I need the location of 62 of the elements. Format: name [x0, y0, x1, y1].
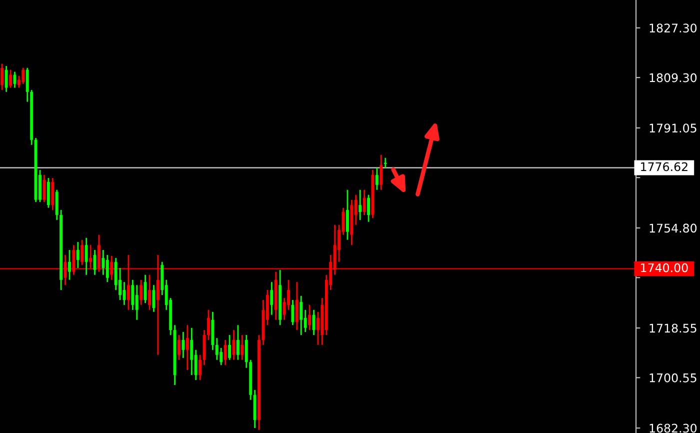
y-tick-label: 1754.80: [650, 224, 697, 233]
candlestick: [22, 67, 25, 85]
candlestick: [362, 189, 366, 216]
candlestick: [0, 63, 4, 91]
candlestick: [207, 309, 210, 341]
candlestick: [367, 194, 370, 223]
candlestick: [98, 234, 100, 273]
y-tick-label: 1718.55: [650, 324, 696, 333]
y-tick-label: 1700.55: [650, 373, 696, 382]
candlestick: [244, 334, 248, 369]
candlestick: [110, 255, 114, 281]
candlestick: [384, 157, 387, 168]
candlestick: [220, 347, 223, 366]
candlestick: [64, 254, 67, 286]
candlestick: [236, 324, 240, 361]
candlestick: [190, 327, 194, 376]
candlestick: [68, 249, 71, 281]
candlestick: [240, 334, 244, 361]
candlestick: [135, 284, 138, 321]
candlestick: [140, 279, 143, 306]
candlestick: [375, 167, 378, 191]
candlestick: [46, 177, 50, 208]
candlestick: [55, 189, 58, 221]
candlestick: [84, 237, 88, 276]
candlestick: [198, 354, 202, 381]
candlestick: [186, 324, 189, 371]
candlestick: [380, 154, 383, 191]
candlestick: [80, 239, 84, 266]
y-tick-label: 1827.30: [650, 24, 697, 33]
candlestick: [270, 281, 274, 316]
candlestick: [4, 65, 8, 93]
y-tick-label: 1682.30: [650, 424, 697, 433]
ref-line-label: 1740.00: [641, 263, 688, 272]
candlestick: [72, 244, 76, 276]
candlestick: [76, 241, 80, 269]
y-tick-label: 1791.05: [650, 124, 696, 133]
candlestick: [228, 334, 232, 361]
candlestick: [9, 69, 12, 88]
candlestick: [89, 244, 92, 269]
candlestick: [346, 189, 349, 241]
candlestick: [308, 304, 312, 331]
candlestick: [312, 309, 316, 336]
candlestick: [26, 67, 29, 103]
candlestick: [295, 281, 298, 331]
candlestick: [300, 295, 303, 336]
candlestick: [178, 334, 180, 361]
candlestick: [156, 254, 160, 356]
candlestick: [224, 339, 227, 366]
candlestick: [131, 279, 134, 311]
candlestick: [102, 249, 105, 276]
candlestick: [144, 274, 147, 304]
candlestick: [51, 177, 54, 211]
candlestick: [287, 279, 290, 311]
candlestick: [106, 254, 109, 283]
candlestick: [148, 274, 151, 311]
candlestick: [182, 331, 185, 359]
candlestick: [215, 337, 218, 361]
candlestick: [358, 189, 362, 221]
ref-line-label: 1776.62: [641, 162, 688, 172]
y-tick-label: 1809.30: [650, 73, 697, 82]
candlestick: [114, 257, 118, 291]
candlestick: [126, 254, 130, 311]
